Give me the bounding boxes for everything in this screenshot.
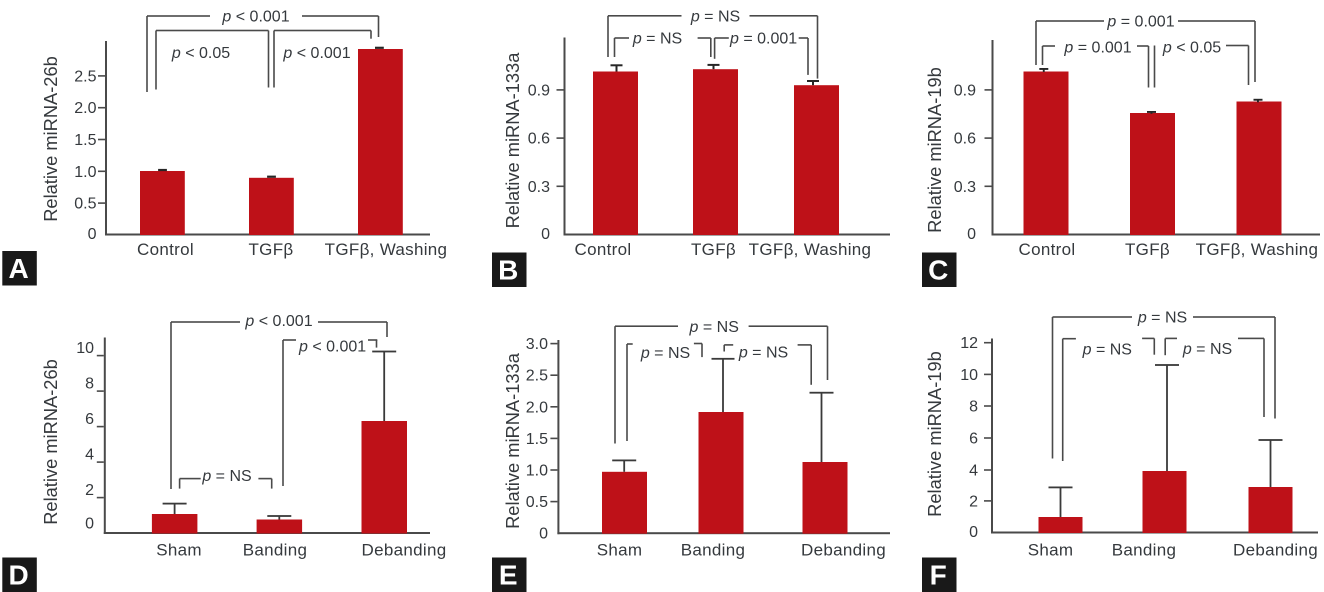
svg-text:A: A [8, 253, 28, 284]
svg-text:0.5: 0.5 [74, 196, 96, 213]
svg-text:1.0: 1.0 [526, 463, 548, 480]
svg-text:p < 0.001: p < 0.001 [298, 338, 366, 355]
svg-text:TGFβ: TGFβ [1125, 240, 1170, 259]
svg-text:0.6: 0.6 [528, 131, 550, 148]
svg-text:Control: Control [1019, 240, 1076, 259]
svg-text:Control: Control [137, 240, 194, 259]
svg-text:0: 0 [539, 526, 548, 543]
svg-text:TGFβ, Washing: TGFβ, Washing [1196, 240, 1319, 259]
svg-text:C: C [928, 255, 948, 286]
svg-text:1.5: 1.5 [74, 132, 96, 149]
svg-text:2: 2 [85, 482, 94, 499]
svg-text:10: 10 [76, 340, 94, 357]
svg-text:TGFβ, Washing: TGFβ, Washing [749, 240, 872, 259]
svg-text:2.5: 2.5 [74, 68, 96, 85]
svg-text:0.9: 0.9 [954, 82, 976, 99]
svg-text:0: 0 [967, 226, 976, 243]
svg-text:2.0: 2.0 [74, 100, 96, 117]
svg-text:F: F [930, 560, 947, 591]
svg-text:0: 0 [85, 516, 94, 533]
svg-text:Sham: Sham [1028, 541, 1074, 560]
svg-text:0.3: 0.3 [954, 179, 976, 196]
svg-text:Relative miRNA-133a: Relative miRNA-133a [502, 52, 523, 229]
svg-text:p = NS: p = NS [201, 468, 251, 485]
svg-text:p < 0.05: p < 0.05 [171, 45, 230, 62]
svg-text:0.5: 0.5 [526, 494, 548, 511]
svg-text:p < 0.05: p < 0.05 [1162, 40, 1221, 57]
svg-text:Sham: Sham [597, 541, 643, 560]
svg-text:Relative miRNA-133a: Relative miRNA-133a [502, 352, 523, 529]
svg-text:Banding: Banding [681, 541, 746, 560]
svg-text:10: 10 [960, 367, 978, 384]
svg-text:p = NS: p = NS [690, 8, 740, 25]
svg-text:p < 0.001: p < 0.001 [244, 313, 312, 330]
svg-text:p = NS: p = NS [632, 31, 682, 48]
svg-text:0.6: 0.6 [954, 131, 976, 148]
svg-text:2.5: 2.5 [526, 368, 548, 385]
svg-text:p < 0.001: p < 0.001 [221, 9, 289, 26]
svg-text:p = 0.001: p = 0.001 [729, 31, 797, 48]
svg-text:12: 12 [960, 335, 978, 352]
svg-text:0.3: 0.3 [528, 179, 550, 196]
svg-text:2: 2 [969, 493, 978, 510]
svg-text:Relative miRNA-26b: Relative miRNA-26b [40, 359, 61, 525]
svg-text:D: D [8, 560, 28, 591]
svg-text:Control: Control [575, 240, 632, 259]
svg-text:p = 0.001: p = 0.001 [1106, 14, 1174, 31]
svg-text:0: 0 [541, 226, 550, 243]
svg-text:p = NS: p = NS [738, 345, 788, 362]
svg-text:Banding: Banding [1112, 541, 1177, 560]
svg-text:Debanding: Debanding [801, 541, 886, 560]
svg-text:4: 4 [85, 447, 94, 464]
svg-text:0: 0 [88, 226, 97, 243]
svg-text:E: E [499, 560, 518, 591]
svg-text:p = NS: p = NS [689, 319, 739, 336]
svg-text:2.0: 2.0 [526, 399, 548, 416]
svg-text:1.0: 1.0 [74, 164, 96, 181]
svg-text:4: 4 [969, 463, 978, 480]
svg-text:Debanding: Debanding [362, 541, 447, 560]
svg-text:Debanding: Debanding [1233, 541, 1318, 560]
svg-text:p = 0.001: p = 0.001 [1063, 40, 1131, 57]
svg-text:6: 6 [969, 431, 978, 448]
svg-text:0: 0 [969, 524, 978, 541]
svg-text:Relative miRNA-19b: Relative miRNA-19b [924, 351, 945, 517]
svg-text:p = NS: p = NS [640, 345, 690, 362]
svg-text:p < 0.001: p < 0.001 [282, 45, 350, 62]
svg-text:Relative miRNA-19b: Relative miRNA-19b [924, 67, 945, 233]
svg-text:3.0: 3.0 [526, 336, 548, 353]
svg-text:6: 6 [85, 411, 94, 428]
svg-text:8: 8 [85, 376, 94, 393]
svg-text:B: B [498, 255, 518, 286]
svg-text:Sham: Sham [156, 541, 202, 560]
svg-text:Banding: Banding [243, 541, 308, 560]
svg-text:p = NS: p = NS [1182, 341, 1232, 358]
svg-text:p = NS: p = NS [1137, 310, 1187, 327]
svg-text:TGFβ: TGFβ [249, 240, 294, 259]
svg-text:p = NS: p = NS [1082, 341, 1132, 358]
svg-text:1.5: 1.5 [526, 431, 548, 448]
svg-text:0.9: 0.9 [528, 82, 550, 99]
svg-text:TGFβ, Washing: TGFβ, Washing [325, 240, 448, 259]
svg-text:TGFβ: TGFβ [691, 240, 736, 259]
svg-text:Relative miRNA-26b: Relative miRNA-26b [40, 56, 61, 222]
svg-text:8: 8 [969, 399, 978, 416]
